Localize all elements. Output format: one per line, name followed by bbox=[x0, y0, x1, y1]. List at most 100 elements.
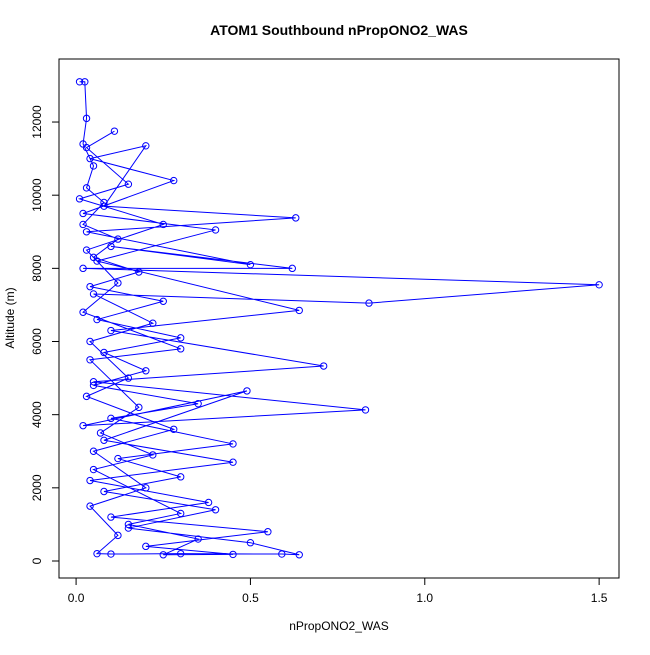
data-point bbox=[288, 264, 296, 273]
data-point bbox=[211, 226, 220, 234]
data-point bbox=[79, 264, 87, 273]
data-point bbox=[89, 378, 98, 386]
data-point bbox=[114, 531, 122, 540]
data-point bbox=[229, 458, 237, 466]
data-point bbox=[100, 348, 108, 357]
data-point bbox=[100, 202, 108, 210]
data-point bbox=[82, 143, 91, 152]
data-point bbox=[107, 326, 115, 335]
data-line bbox=[77, 81, 600, 556]
x-tick-label: 0.0 bbox=[68, 591, 85, 605]
data-point bbox=[79, 220, 87, 229]
data-point bbox=[194, 399, 202, 408]
data-point bbox=[96, 429, 105, 437]
data-point bbox=[135, 268, 143, 276]
y-tick-label: 0 bbox=[30, 557, 44, 564]
data-point bbox=[82, 392, 91, 401]
data-point bbox=[82, 114, 91, 123]
data-point bbox=[292, 214, 300, 222]
data-point bbox=[229, 440, 237, 448]
chart-title: ATOM1 Southbound nPropONO2_WAS bbox=[210, 22, 468, 38]
data-point bbox=[89, 162, 98, 170]
data-point bbox=[124, 520, 133, 529]
data-point bbox=[365, 299, 373, 307]
data-point bbox=[124, 524, 133, 532]
data-point bbox=[107, 414, 115, 423]
data-point bbox=[100, 436, 108, 444]
y-axis-label: Altitude (m) bbox=[3, 287, 17, 348]
data-point bbox=[82, 228, 91, 236]
y-tick-label: 10000 bbox=[30, 178, 44, 212]
data-point bbox=[595, 281, 603, 289]
data-point bbox=[81, 78, 89, 86]
x-tick-label: 1.5 bbox=[591, 591, 608, 605]
y-tick-label: 6000 bbox=[30, 328, 44, 355]
data-point bbox=[93, 257, 101, 265]
data-point bbox=[79, 209, 87, 218]
data-point bbox=[204, 498, 213, 507]
data-point bbox=[79, 421, 87, 430]
data-point bbox=[86, 502, 94, 510]
data-point bbox=[149, 451, 157, 459]
data-point bbox=[86, 476, 94, 485]
data-point bbox=[295, 551, 303, 559]
data-point bbox=[86, 282, 94, 291]
data-point bbox=[89, 465, 98, 474]
data-point bbox=[89, 381, 98, 390]
data-point bbox=[142, 484, 150, 492]
data-point bbox=[229, 550, 237, 559]
data-point bbox=[82, 246, 91, 254]
data-point bbox=[107, 242, 115, 251]
data-point bbox=[100, 487, 108, 496]
data-point bbox=[107, 550, 115, 558]
data-point bbox=[295, 306, 303, 315]
data-point bbox=[149, 319, 157, 327]
data-point bbox=[176, 549, 185, 558]
data-point bbox=[319, 362, 328, 370]
y-tick-label: 4000 bbox=[30, 401, 44, 428]
data-point bbox=[89, 447, 98, 455]
data-point bbox=[159, 551, 167, 559]
data-point bbox=[170, 176, 178, 185]
data-point bbox=[194, 535, 202, 543]
data-point bbox=[124, 180, 133, 188]
data-point bbox=[159, 297, 167, 305]
data-point bbox=[243, 387, 251, 395]
data-point bbox=[100, 198, 108, 207]
data-point bbox=[114, 454, 122, 463]
data-point bbox=[159, 220, 167, 229]
data-point bbox=[124, 374, 133, 382]
data-point bbox=[176, 334, 185, 342]
data-point bbox=[176, 509, 185, 518]
data-point bbox=[86, 154, 94, 163]
data-point bbox=[114, 235, 122, 243]
y-tick-label: 8000 bbox=[30, 255, 44, 282]
data-point bbox=[79, 308, 87, 316]
data-point bbox=[86, 337, 94, 346]
data-point bbox=[246, 539, 255, 547]
data-point bbox=[93, 315, 101, 324]
data-point bbox=[170, 425, 178, 434]
data-point bbox=[278, 550, 286, 558]
data-point bbox=[86, 356, 94, 364]
data-point bbox=[264, 528, 272, 536]
y-tick-label: 12000 bbox=[30, 105, 44, 139]
data-point bbox=[107, 513, 115, 521]
data-point bbox=[246, 260, 255, 269]
data-point bbox=[361, 406, 370, 414]
data-point bbox=[142, 367, 150, 375]
data-point bbox=[89, 290, 98, 298]
data-point bbox=[176, 473, 185, 481]
data-point bbox=[75, 195, 84, 203]
data-point bbox=[176, 345, 185, 353]
data-point bbox=[142, 542, 150, 551]
data-point bbox=[110, 127, 119, 135]
data-point bbox=[82, 184, 91, 192]
x-tick-label: 1.0 bbox=[416, 591, 433, 605]
data-point bbox=[135, 403, 143, 412]
data-point bbox=[114, 279, 122, 287]
y-tick-label: 2000 bbox=[30, 474, 44, 501]
data-point bbox=[93, 549, 101, 558]
